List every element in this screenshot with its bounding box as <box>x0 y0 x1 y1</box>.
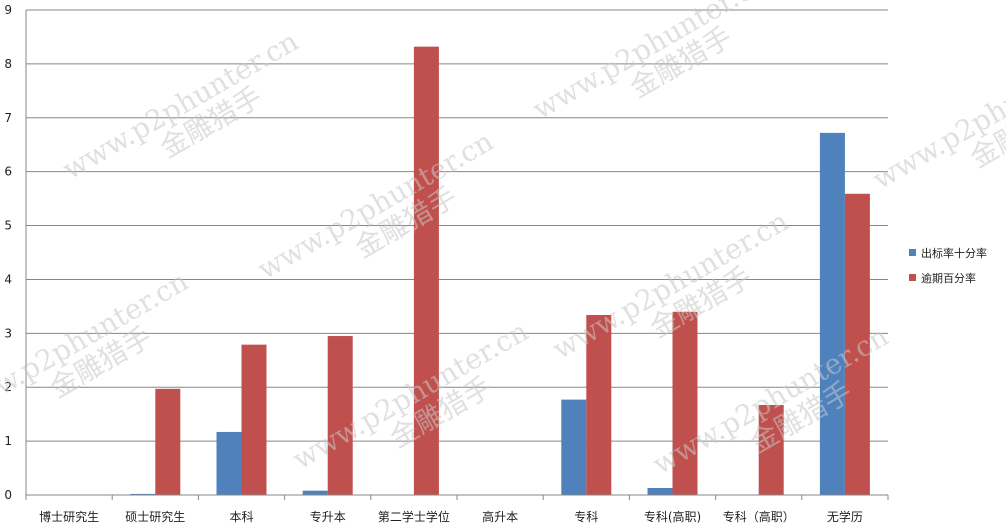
x-tick-label: 专科(高职) <box>644 509 701 524</box>
axes <box>25 10 889 500</box>
bar-series-2 <box>758 405 784 495</box>
legend-label: 出标率十分率 <box>921 246 987 260</box>
bar-series-2 <box>672 311 698 495</box>
bars <box>130 46 870 496</box>
bar-series-2 <box>413 46 439 496</box>
y-tick-label: 7 <box>4 111 12 125</box>
legend-label: 逾期百分率 <box>921 271 976 285</box>
x-tick-label: 博士研究生 <box>39 509 99 524</box>
bar-series-1 <box>819 132 845 495</box>
gridlines <box>26 9 888 442</box>
y-tick-label: 1 <box>4 434 12 448</box>
bar-series-2 <box>155 388 181 495</box>
bar-series-1 <box>647 487 673 495</box>
bar-series-2 <box>241 344 267 495</box>
x-tick-label: 硕士研究生 <box>125 509 185 524</box>
bar-series-1 <box>561 399 587 495</box>
y-tick-label: 8 <box>4 57 12 71</box>
y-tick-label: 0 <box>4 488 12 502</box>
y-tick-labels: 0 1 2 3 4 5 6 7 8 9 <box>4 3 12 502</box>
watermark-url: www.p2phunter.cn <box>547 204 794 366</box>
y-tick-label: 4 <box>4 272 12 286</box>
watermark-url: www.p2phunter.cn <box>287 314 534 476</box>
bar-series-2 <box>327 336 353 495</box>
y-tick-label: 5 <box>4 219 12 233</box>
y-tick-label: 2 <box>4 380 12 394</box>
x-tick-label: 本科 <box>229 510 253 524</box>
bar-series-1 <box>302 490 328 495</box>
legend-swatch <box>909 249 916 256</box>
legend-swatch <box>909 274 916 281</box>
bar-series-2 <box>844 193 870 495</box>
bar-series-1 <box>216 431 242 495</box>
y-tick-label: 3 <box>4 326 12 340</box>
bar-series-2 <box>586 315 612 495</box>
y-tick-label: 6 <box>4 165 12 179</box>
x-tick-label: 专科 <box>574 509 598 524</box>
x-tick-label: 专科（高职） <box>723 509 795 524</box>
x-tick-labels: 博士研究生 硕士研究生 本科 专升本 第二学士学位 高升本 专科 专科(高职) 专科（高职） 无学… <box>39 509 863 524</box>
x-tick-label: 第二学士学位 <box>378 509 450 524</box>
x-tick-label: 高升本 <box>482 509 518 524</box>
x-tick-label: 无学历 <box>827 509 863 524</box>
bar-series-1 <box>130 493 156 495</box>
watermark-url: www.p2phunter.cn <box>57 24 304 186</box>
x-tick-label: 专升本 <box>310 509 346 524</box>
watermark-url: www.p2phunter.cn <box>252 124 499 286</box>
y-tick-label: 9 <box>4 3 12 17</box>
